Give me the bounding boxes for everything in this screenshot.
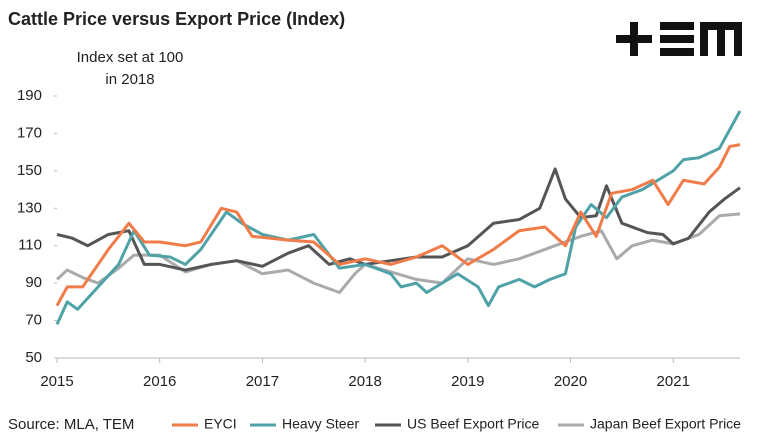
x-tick-label: 2018 <box>348 373 381 390</box>
annotation: Index set at 100 <box>77 49 184 66</box>
y-tick-label: 70 <box>25 312 42 329</box>
legend-label: Japan Beef Export Price <box>590 416 741 432</box>
series-line <box>55 110 742 325</box>
legend-label: US Beef Export Price <box>407 416 539 432</box>
legend-label: Heavy Steer <box>282 416 359 432</box>
x-tick-label: 2015 <box>40 373 73 390</box>
x-tick-label: 2019 <box>451 373 484 390</box>
annotation: in 2018 <box>105 71 154 88</box>
series-line <box>55 212 741 294</box>
source: Source: MLA, TEM <box>8 416 134 433</box>
x-tick-label: 2016 <box>143 373 176 390</box>
series-line <box>56 167 741 272</box>
y-tick-label: 50 <box>25 349 42 366</box>
logo <box>616 22 742 56</box>
chart-title: Cattle Price versus Export Price (Index) <box>8 9 345 29</box>
legend-label: EYCI <box>204 416 237 432</box>
series-line <box>55 143 741 307</box>
y-tick-label: 110 <box>18 237 42 254</box>
y-tick-label: 170 <box>17 124 42 141</box>
y-tick-label: 190 <box>17 87 42 104</box>
y-tick-label: 130 <box>17 199 42 216</box>
y-tick-label: 90 <box>25 274 42 291</box>
x-tick-label: 2017 <box>246 373 279 390</box>
x-tick-label: 2021 <box>657 373 690 390</box>
y-tick-label: 150 <box>17 162 42 179</box>
x-tick-label: 2020 <box>554 373 587 390</box>
